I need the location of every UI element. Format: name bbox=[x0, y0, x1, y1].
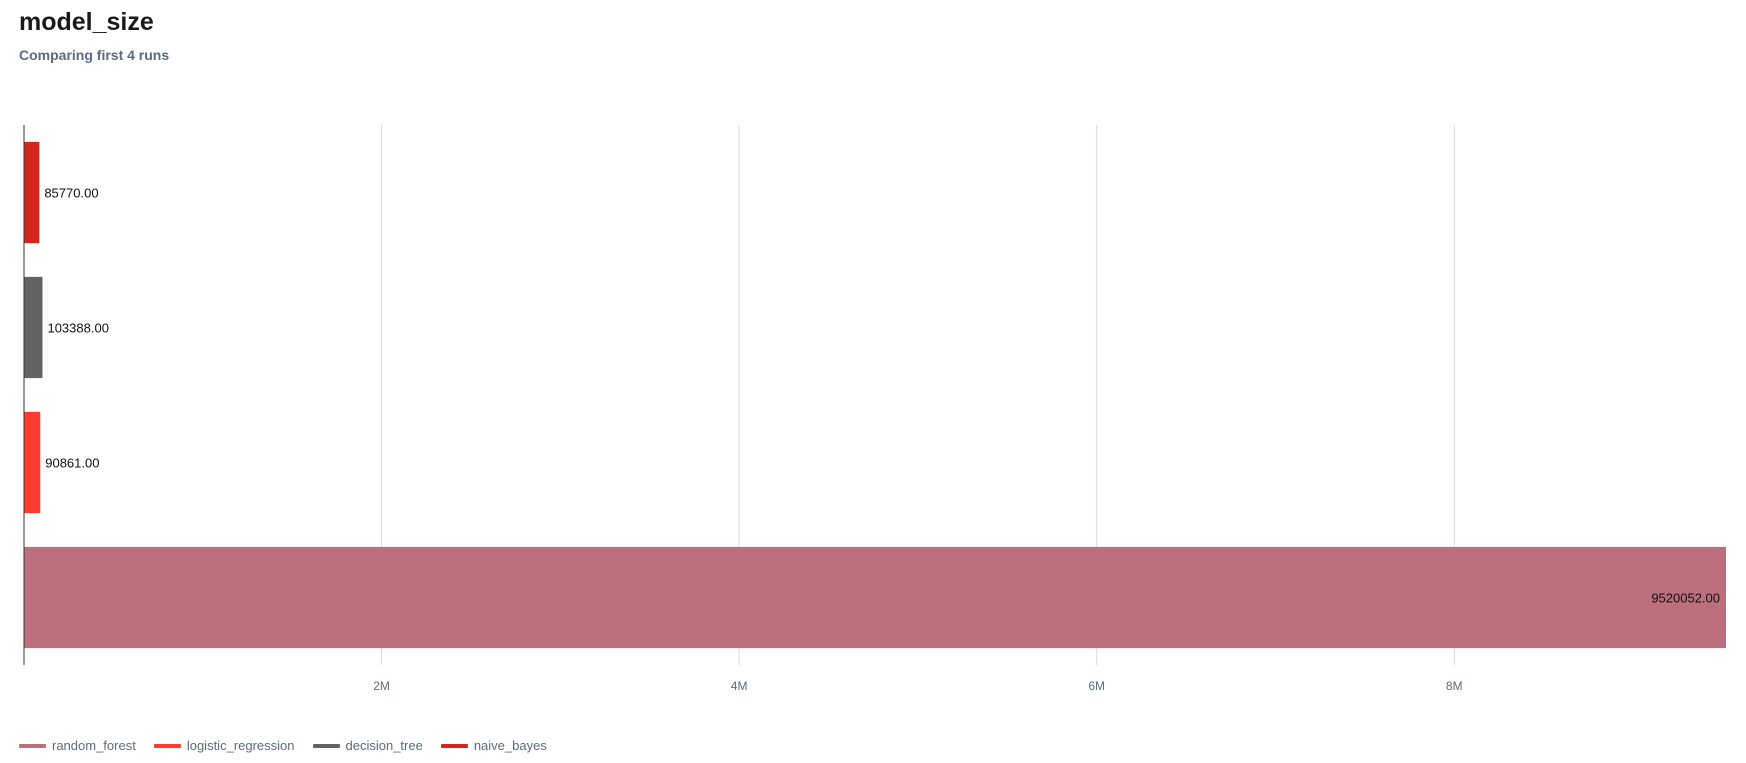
legend-swatch bbox=[440, 743, 468, 748]
data-label-random-forest: 9520052.00 bbox=[1651, 591, 1720, 606]
legend-item-decision-tree[interactable]: decision_tree bbox=[312, 738, 423, 753]
legend-label: random_forest bbox=[52, 738, 136, 753]
legend-swatch bbox=[312, 743, 340, 748]
legend-item-logistic-regression[interactable]: logistic_regression bbox=[153, 738, 295, 753]
legend-label: decision_tree bbox=[345, 738, 423, 753]
bar-random-forest bbox=[24, 546, 1726, 649]
x-tick-label: 6M bbox=[1088, 679, 1105, 693]
legend-item-random-forest[interactable]: random_forest bbox=[19, 738, 136, 753]
x-tick-label: 2M bbox=[373, 679, 390, 693]
legend-swatch bbox=[153, 743, 181, 748]
data-label-logistic-regression: 90861.00 bbox=[45, 456, 99, 471]
legend-label: naive_bayes bbox=[473, 738, 547, 753]
data-label-decision-tree: 103388.00 bbox=[47, 321, 108, 336]
chart-title: model_size bbox=[19, 8, 154, 36]
legend-swatch bbox=[19, 743, 46, 748]
legend-item-naive-bayes[interactable]: naive_bayes bbox=[440, 738, 547, 753]
x-tick-label: 8M bbox=[1446, 679, 1463, 693]
data-label-naive-bayes: 85770.00 bbox=[44, 186, 98, 201]
bar-naive-bayes bbox=[24, 141, 40, 244]
bar-chart: 2M 4M 6M 8M 85770.00 103388.00 90861.00 9520052… bbox=[23, 125, 1726, 693]
x-tick-label: 4M bbox=[731, 679, 748, 693]
legend-label: logistic_regression bbox=[186, 738, 295, 753]
bar-decision-tree bbox=[24, 276, 43, 379]
chart-legend: random_forest logistic_regression decision… bbox=[19, 738, 547, 753]
bar-logistic-regression bbox=[24, 411, 41, 514]
chart-subtitle: Comparing first 4 runs bbox=[19, 47, 170, 63]
